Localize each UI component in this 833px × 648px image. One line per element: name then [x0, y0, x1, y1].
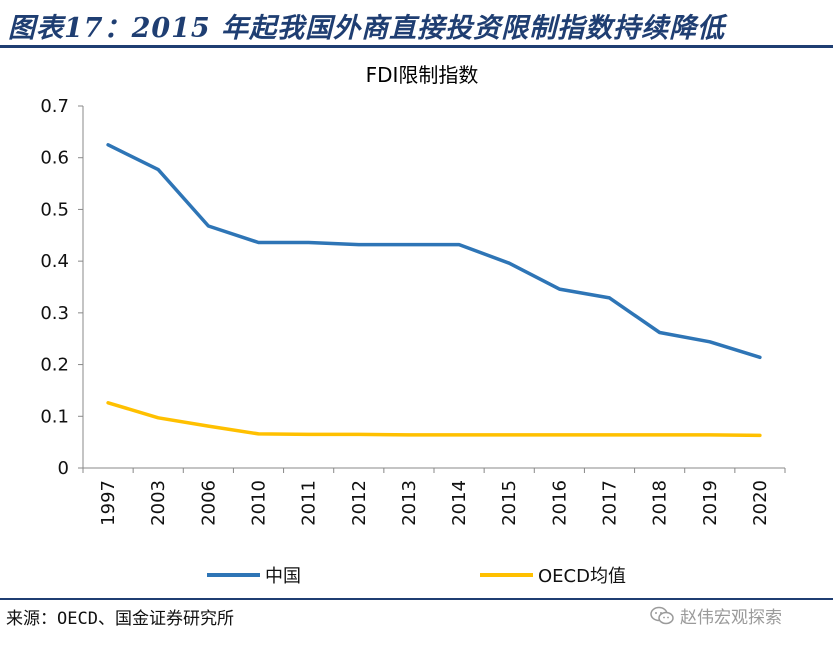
data-point	[307, 433, 310, 436]
series-lines	[106, 143, 762, 438]
data-point	[207, 424, 210, 428]
footer-rule	[0, 598, 833, 600]
data-point	[608, 296, 611, 300]
x-tick-label: 2020	[750, 480, 771, 526]
data-point	[508, 433, 511, 437]
x-tick-label: 2019	[700, 480, 721, 526]
data-point	[558, 433, 561, 437]
series-line-0	[106, 143, 762, 360]
data-point	[457, 433, 461, 437]
x-tick-label: 1997	[98, 480, 119, 526]
x-tick-label: 2012	[349, 480, 370, 526]
data-point	[608, 433, 611, 437]
data-point	[106, 143, 110, 146]
data-point	[407, 433, 411, 437]
y-tick-label: 0.3	[40, 303, 69, 324]
x-tick-label: 2018	[650, 480, 671, 526]
source-note: 来源：OECD、国金证券研究所	[6, 609, 234, 629]
data-point	[708, 433, 711, 437]
figure-title: 图表17：2015 年起我国外商直接投资限制指数持续降低	[8, 13, 726, 44]
x-tick-label: 2016	[549, 480, 570, 526]
page-header: 图表17：2015 年起我国外商直接投资限制指数持续降低	[0, 0, 833, 46]
legend-label: OECD均值	[538, 566, 626, 587]
watermark-text: 赵伟宏观探索	[680, 608, 782, 628]
data-point	[207, 224, 210, 228]
legend: 中国 OECD均值	[207, 566, 626, 587]
chart-title: FDI限制指数	[366, 63, 479, 87]
y-tick-label: 0.7	[40, 96, 69, 117]
wechat-icon	[650, 606, 674, 624]
data-point	[508, 262, 511, 265]
data-point	[157, 416, 160, 420]
x-tick-label: 2014	[449, 480, 470, 526]
data-point	[457, 243, 461, 246]
y-tick-label: 0.4	[40, 251, 69, 272]
x-tick-label: 2006	[198, 480, 219, 526]
y-tick-label: 0.1	[40, 406, 69, 427]
x-tick-label: 2003	[148, 480, 169, 526]
data-point	[758, 356, 762, 359]
data-point	[157, 168, 160, 171]
data-point	[357, 243, 360, 246]
watermark: 赵伟宏观探索	[650, 603, 782, 628]
data-point	[658, 433, 661, 437]
data-point	[257, 432, 260, 436]
x-tick-label: 2011	[299, 480, 320, 526]
data-point	[758, 434, 762, 437]
data-point	[407, 243, 411, 246]
x-axis-ticks: 1997 2003 2006 2010 2011 2012 2013 2014 2015 2016…	[82, 468, 786, 526]
data-point	[708, 340, 711, 344]
y-tick-label: 0	[58, 458, 69, 479]
data-point	[357, 433, 360, 436]
fdi-line-chart: FDI限制指数 0 0.1 0.2 0.3 0.4 0.5 0.6 0.7 1997 2003 2…	[40, 63, 786, 587]
x-tick-label: 2017	[600, 480, 621, 526]
data-point	[658, 331, 661, 334]
y-axis-ticks: 0 0.1 0.2 0.3 0.4 0.5 0.6 0.7	[40, 96, 83, 479]
series-line-1	[106, 401, 762, 438]
legend-label: 中国	[265, 566, 301, 587]
chart-axes	[82, 106, 785, 469]
y-tick-label: 0.2	[40, 355, 69, 376]
data-point	[106, 401, 110, 405]
data-point	[558, 287, 561, 291]
y-tick-label: 0.5	[40, 199, 69, 220]
y-tick-label: 0.6	[40, 148, 69, 169]
x-tick-label: 2010	[249, 480, 270, 526]
x-tick-label: 2015	[499, 480, 520, 526]
data-point	[257, 241, 260, 244]
data-point	[307, 241, 310, 244]
header-rule	[0, 45, 833, 48]
x-tick-label: 2013	[399, 480, 420, 526]
